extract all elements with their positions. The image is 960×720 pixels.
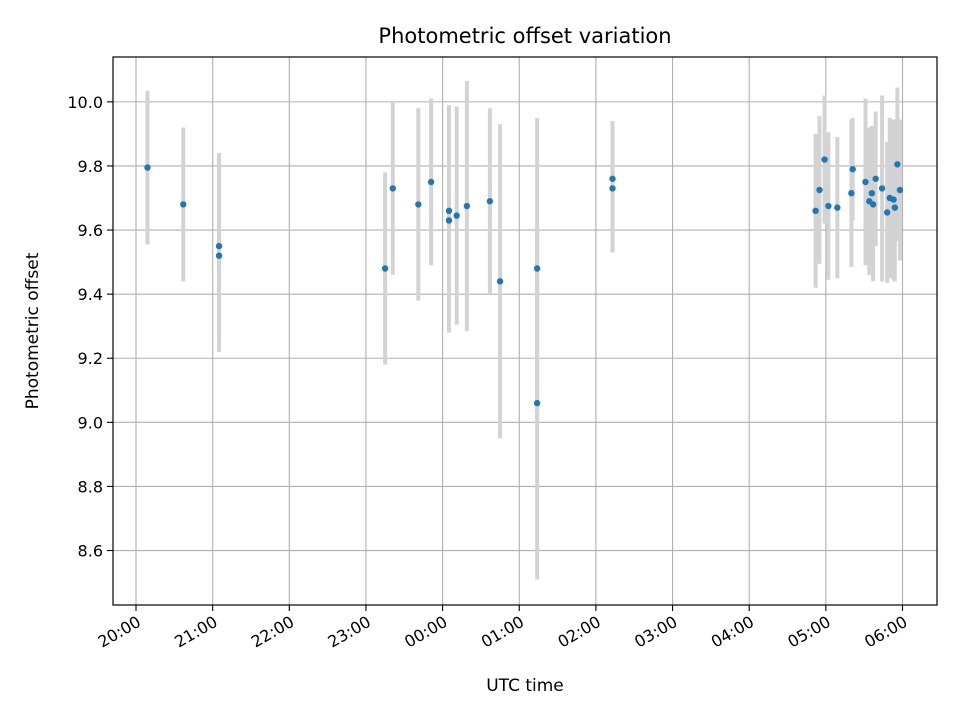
data-point (415, 201, 422, 208)
y-axis: 8.6 8.8 9.0 9.2 9.4 9.6 9.8 10.0 (67, 93, 113, 561)
x-axis-label: UTC time (486, 676, 564, 696)
data-point (215, 252, 223, 259)
data-point (878, 185, 886, 192)
data-point (869, 201, 877, 208)
data-point (848, 189, 855, 197)
y-tick-label: 10.0 (67, 93, 103, 112)
data-points (144, 156, 904, 407)
plot-frame (112, 56, 938, 606)
data-point (533, 265, 541, 272)
data-point (883, 209, 891, 216)
data-point (849, 165, 856, 173)
data-point (891, 204, 899, 211)
data-point (445, 207, 453, 215)
y-tick-label: 8.6 (78, 542, 103, 561)
y-axis-label: Photometric offset (23, 252, 43, 409)
data-point (144, 164, 151, 171)
data-point (215, 242, 223, 250)
y-tick-label: 9.2 (78, 349, 103, 368)
data-point (496, 278, 504, 285)
y-tick-label: 9.0 (78, 413, 103, 432)
data-point (862, 178, 869, 186)
data-point (463, 202, 471, 210)
data-point (825, 202, 832, 210)
data-point (533, 399, 541, 407)
data-point (609, 185, 616, 192)
data-point (821, 156, 828, 163)
data-point (427, 178, 435, 186)
data-point (486, 198, 494, 205)
data-point (180, 201, 187, 208)
data-point (896, 186, 904, 194)
data-point (445, 217, 453, 224)
data-point (609, 175, 616, 182)
data-point (834, 204, 841, 211)
data-point (816, 186, 823, 194)
y-tick-label: 9.6 (78, 221, 103, 240)
data-point (868, 189, 876, 197)
y-tick-label: 9.4 (78, 285, 103, 304)
y-tick-label: 8.8 (78, 477, 103, 496)
data-point (453, 212, 460, 219)
data-point (894, 161, 901, 168)
data-point (389, 185, 396, 192)
data-point (381, 265, 389, 272)
data-point (872, 175, 879, 182)
y-tick-label: 9.8 (78, 157, 103, 176)
data-point (890, 196, 897, 203)
chart-title: Photometric offset variation (378, 24, 671, 48)
grid (113, 57, 937, 605)
data-point (812, 207, 819, 215)
